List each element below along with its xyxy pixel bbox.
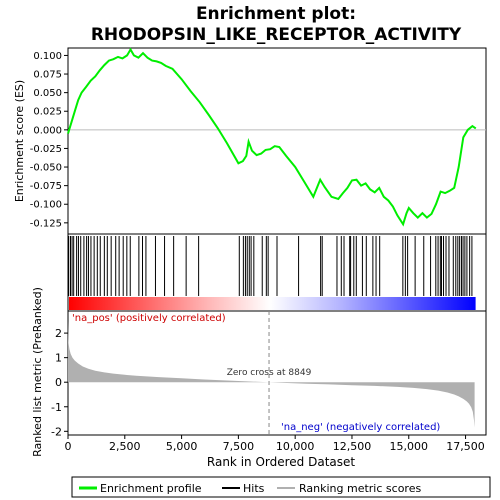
chart-title-line2: RHODOPSIN_LIKE_RECEPTOR_ACTIVITY bbox=[91, 25, 462, 45]
chart-title-line1: Enrichment plot: bbox=[196, 4, 356, 24]
metric-xtick-label: 0 bbox=[65, 440, 72, 453]
metric-ylabel: Ranked list metric (PreRanked) bbox=[31, 287, 44, 457]
es-ytick-label: 0.000 bbox=[33, 125, 62, 136]
es-ytick-label: 0.050 bbox=[33, 88, 62, 99]
metric-panel: Zero cross at 8849 'na_pos' (positively … bbox=[31, 287, 487, 469]
legend: Enrichment profile Hits Ranking metric s… bbox=[71, 476, 491, 498]
metric-ytick-label: -1 bbox=[51, 401, 62, 414]
rank-color-bar bbox=[69, 297, 476, 310]
metric-panel-frame bbox=[67, 310, 487, 436]
es-ytick-label: 0.075 bbox=[33, 70, 62, 81]
es-curve bbox=[67, 47, 477, 227]
metric-ytick-label: 0 bbox=[55, 376, 62, 389]
es-ylabel: Enrichment score (ES) bbox=[13, 80, 26, 202]
legend-label-es: Enrichment profile bbox=[100, 482, 202, 495]
es-panel-frame bbox=[67, 47, 487, 235]
neg-label: 'na_neg' (negatively correlated) bbox=[281, 422, 440, 433]
es-ytick-label: 0.025 bbox=[33, 107, 62, 118]
pos-label: 'na_pos' (positively correlated) bbox=[72, 313, 226, 324]
es-ytick-label: -0.050 bbox=[30, 163, 62, 174]
metric-ytick-label: 2 bbox=[55, 327, 62, 340]
es-ytick-label: -0.025 bbox=[30, 144, 62, 155]
metric-xtick-label: 12,500 bbox=[333, 440, 372, 453]
metric-xtick-label: 2,500 bbox=[109, 440, 141, 453]
metric-ytick-label: 1 bbox=[55, 352, 62, 365]
metric-xtick-label: 5,000 bbox=[166, 440, 198, 453]
metric-ytick-label: -2 bbox=[51, 425, 62, 438]
legend-label-metric: Ranking metric scores bbox=[299, 482, 421, 495]
es-y-axis: 0.100 0.075 0.050 0.025 0.000 -0.025 -0.050 -0.… bbox=[30, 51, 68, 229]
legend-label-hits: Hits bbox=[243, 482, 265, 495]
zero-cross-label: Zero cross at 8849 bbox=[227, 368, 312, 378]
metric-xtick-label: 15,000 bbox=[390, 440, 429, 453]
hits-marks bbox=[68, 236, 473, 296]
metric-xtick-label: 7,500 bbox=[223, 440, 255, 453]
hits-panel bbox=[67, 233, 487, 312]
es-ytick-label: -0.125 bbox=[30, 218, 62, 229]
metric-xlabel: Rank in Ordered Dataset bbox=[207, 455, 355, 469]
es-panel: 0.100 0.075 0.050 0.025 0.000 -0.025 -0.050 -0.… bbox=[13, 47, 487, 235]
metric-y-axis: 2 1 0 -1 -2 bbox=[51, 327, 68, 438]
metric-xtick-label: 10,000 bbox=[276, 440, 315, 453]
metric-xtick-label: 17,500 bbox=[446, 440, 485, 453]
es-ytick-label: -0.100 bbox=[30, 200, 62, 211]
metric-x-axis: 0 2,500 5,000 7,500 10,000 12,500 15,000 17,500 bbox=[65, 435, 485, 453]
es-ytick-label: -0.075 bbox=[30, 181, 62, 192]
es-ytick-label: 0.100 bbox=[33, 51, 62, 62]
